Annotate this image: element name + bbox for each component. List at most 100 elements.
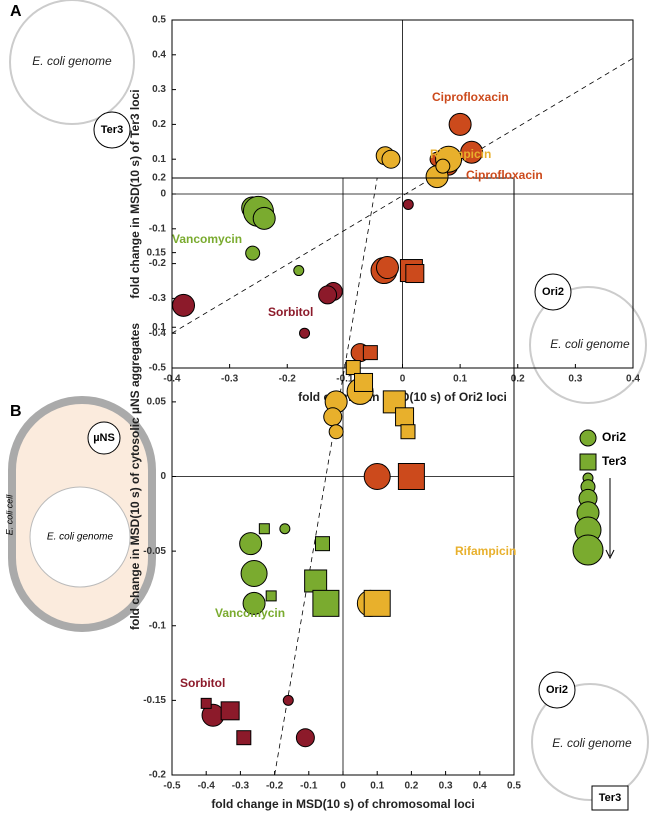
genome-circle bbox=[529, 286, 647, 404]
y-tick-label: -0.05 bbox=[143, 546, 166, 557]
y-tick-label: 0.2 bbox=[152, 119, 166, 130]
circle-marker bbox=[381, 149, 401, 169]
schematic-label: E. coli genome bbox=[550, 337, 630, 351]
y-tick-label: -0.3 bbox=[149, 293, 167, 304]
legend-label: Ori2 bbox=[602, 430, 626, 444]
square-marker bbox=[363, 589, 391, 617]
x-axis-title: fold change in MSD(10 s) of chromosomal … bbox=[211, 797, 474, 811]
y-tick-label: -0.1 bbox=[149, 620, 167, 631]
size-arrow-head bbox=[605, 549, 615, 560]
square-marker bbox=[397, 463, 425, 490]
series-label: Ciprofloxacin bbox=[432, 90, 509, 104]
square-marker bbox=[354, 372, 374, 392]
x-tick-label: 0.3 bbox=[568, 374, 582, 385]
circle-marker bbox=[328, 424, 344, 440]
square-marker bbox=[362, 345, 378, 361]
y-tick-label: 0 bbox=[160, 189, 166, 200]
x-tick-label: -0.1 bbox=[300, 781, 318, 792]
series-label: Rifampicin bbox=[455, 544, 516, 558]
x-tick-label: 0.3 bbox=[439, 781, 453, 792]
y-tick-label: 0.4 bbox=[152, 49, 166, 60]
schematic-label: Ter3 bbox=[101, 124, 123, 136]
y-tick-label: 0.2 bbox=[152, 173, 166, 184]
x-tick-label: -0.3 bbox=[232, 781, 250, 792]
square-marker bbox=[400, 424, 416, 440]
y-tick-label: -0.15 bbox=[143, 695, 166, 706]
x-tick-label: 0 bbox=[400, 374, 406, 385]
square-marker bbox=[405, 264, 425, 284]
y-axis-title: fold change in MSD(10 s) of cytosolic µN… bbox=[128, 323, 142, 630]
panel-label: A bbox=[10, 3, 22, 20]
schematic-label: Ter3 bbox=[599, 792, 621, 804]
x-tick-label: 0.5 bbox=[507, 781, 521, 792]
genome-circle bbox=[29, 486, 131, 588]
y-tick-label: -0.2 bbox=[149, 770, 167, 781]
circle-marker bbox=[318, 285, 338, 305]
series-label: Vancomycin bbox=[172, 232, 242, 246]
x-tick-label: -0.4 bbox=[198, 781, 216, 792]
circle-marker bbox=[295, 728, 315, 748]
square-marker bbox=[304, 569, 328, 593]
locus-circle bbox=[93, 111, 131, 149]
circle-marker bbox=[252, 206, 276, 230]
schematic-label: E. coli cell bbox=[4, 494, 14, 536]
legend-circle bbox=[579, 429, 597, 447]
schematic-label: E. coli genome bbox=[32, 54, 112, 68]
locus-circle bbox=[538, 671, 576, 709]
x-tick-label: 0.2 bbox=[404, 781, 418, 792]
x-tick-label: 0 bbox=[340, 781, 346, 792]
schematic-label: Ori2 bbox=[546, 684, 568, 696]
y-tick-label: 0.15 bbox=[147, 247, 167, 258]
square-marker bbox=[265, 590, 277, 602]
circle-marker bbox=[239, 532, 263, 556]
x-tick-label: -0.2 bbox=[266, 781, 284, 792]
x-tick-label: 0.4 bbox=[473, 781, 487, 792]
series-label: Sorbitol bbox=[268, 305, 313, 319]
y-tick-label: 0.1 bbox=[152, 154, 166, 165]
y-axis-title: fold change in MSD(10 s) of Ter3 loci bbox=[128, 89, 142, 298]
x-tick-label: -0.2 bbox=[279, 374, 297, 385]
y-tick-label: 0.5 bbox=[152, 15, 166, 26]
square-marker bbox=[345, 360, 361, 376]
x-tick-label: 0.2 bbox=[511, 374, 525, 385]
circle-marker bbox=[460, 140, 484, 164]
circle-marker bbox=[240, 560, 268, 588]
circle-marker bbox=[282, 694, 294, 706]
circle-marker bbox=[402, 198, 414, 210]
y-tick-label: -0.2 bbox=[149, 258, 167, 269]
circle-marker bbox=[242, 591, 266, 615]
circle-marker bbox=[279, 523, 291, 535]
square-marker bbox=[314, 536, 330, 552]
x-tick-label: -0.3 bbox=[221, 374, 239, 385]
series-label: Sorbitol bbox=[180, 676, 225, 690]
x-tick-label: -0.5 bbox=[163, 781, 181, 792]
series-label: Ciprofloxacin bbox=[466, 168, 543, 182]
y-tick-label: 0.05 bbox=[147, 397, 167, 408]
circle-marker bbox=[299, 327, 311, 339]
x-tick-label: 0.4 bbox=[626, 374, 640, 385]
schematic-label: E. coli genome bbox=[552, 736, 632, 750]
square-marker bbox=[200, 697, 212, 709]
circle-marker bbox=[245, 245, 261, 261]
x-tick-label: 0.1 bbox=[453, 374, 467, 385]
genome-circle bbox=[9, 0, 135, 125]
series-label: Rifampicin bbox=[430, 147, 491, 161]
locus-circle bbox=[534, 273, 572, 311]
y-tick-label: 0 bbox=[160, 471, 166, 482]
circle-marker bbox=[448, 112, 472, 136]
y-tick-label: -0.1 bbox=[149, 223, 167, 234]
circle-marker bbox=[172, 293, 196, 317]
circle-marker bbox=[375, 256, 399, 280]
panel-label: B bbox=[10, 403, 22, 420]
square-marker bbox=[312, 589, 340, 617]
schematic-label: E. coli genome bbox=[47, 532, 114, 543]
square-marker bbox=[395, 407, 415, 427]
x-tick-label: -0.1 bbox=[336, 374, 354, 385]
circle-marker bbox=[435, 158, 451, 174]
square-marker bbox=[236, 730, 252, 746]
y-tick-label: -0.5 bbox=[149, 363, 167, 374]
genome-circle bbox=[531, 683, 649, 801]
trend-line bbox=[274, 177, 378, 776]
legend-square bbox=[579, 453, 597, 471]
